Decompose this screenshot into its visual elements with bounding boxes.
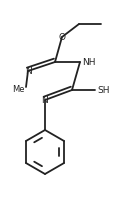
Text: SH: SH bbox=[97, 85, 110, 95]
Text: O: O bbox=[58, 33, 66, 42]
Text: Me: Me bbox=[12, 85, 24, 94]
Text: N: N bbox=[25, 67, 31, 75]
Text: NH: NH bbox=[82, 58, 95, 67]
Text: N: N bbox=[42, 96, 48, 104]
